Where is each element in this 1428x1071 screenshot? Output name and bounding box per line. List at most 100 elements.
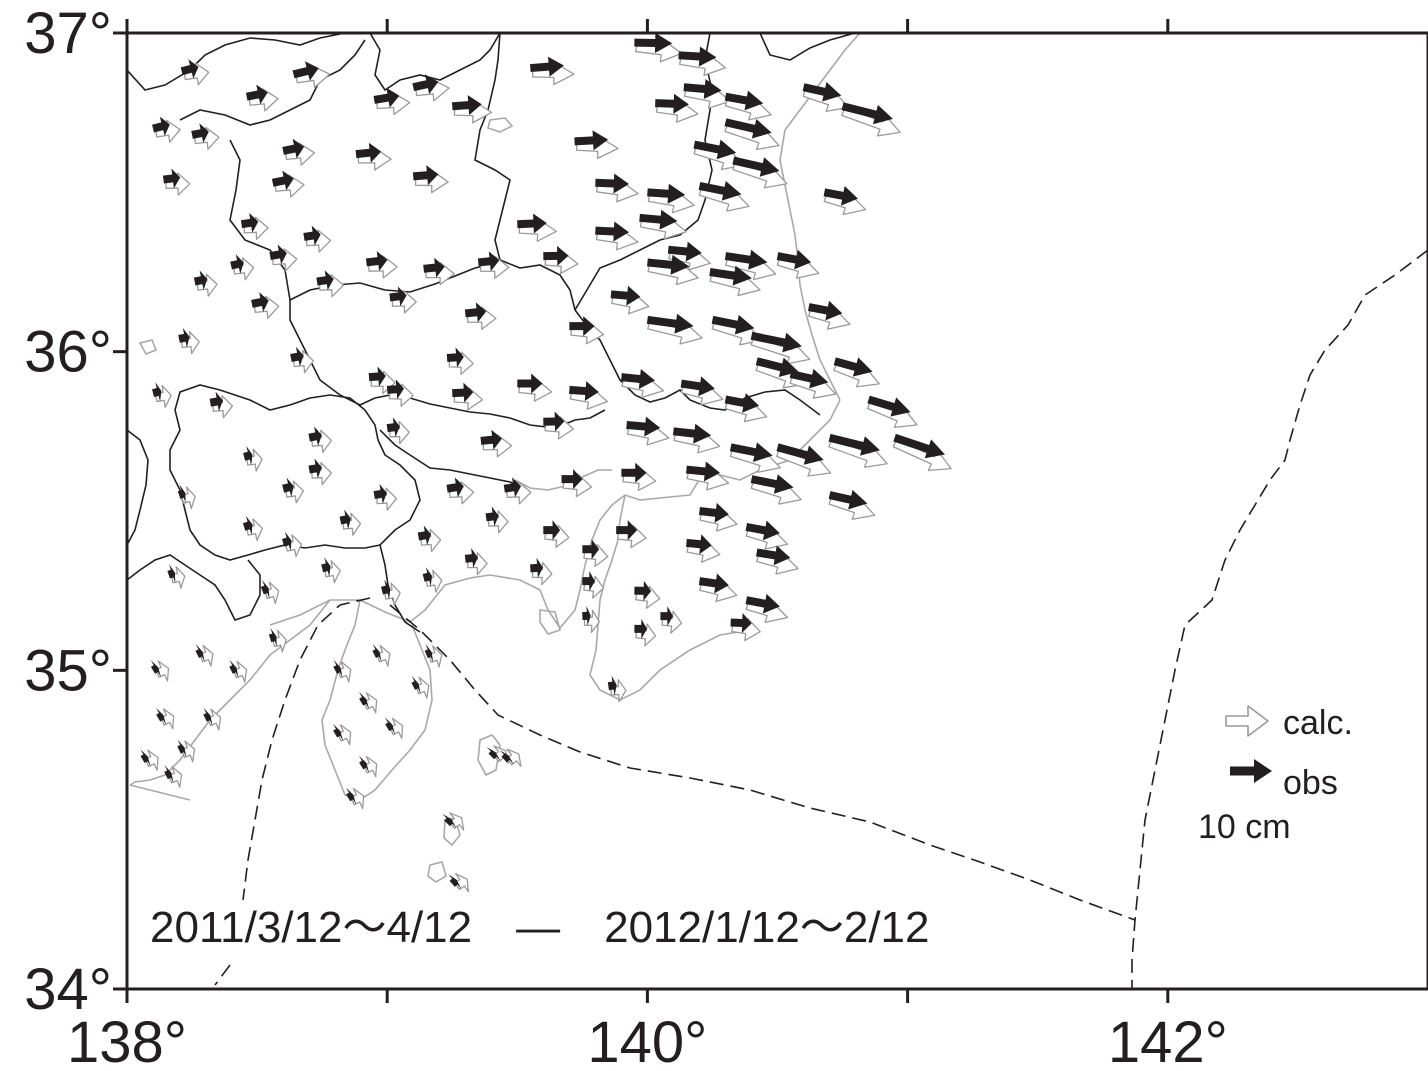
calc-vector-arrow [324,560,341,584]
station-vector [464,302,497,330]
station-vector [530,56,575,86]
obs-vector-arrow [620,369,655,389]
legend-scale-label: 10 cm [1198,808,1291,846]
station-vector [381,579,401,606]
border-tochigi-ibaraki [474,33,576,311]
station-vector [756,545,799,575]
calc-vector-arrow [376,644,391,667]
station-vector [621,462,657,492]
obs-vector-arrow [561,469,583,490]
station-vector [503,477,532,505]
calc-vector-arrow [207,708,222,731]
obs-vector-arrow [543,520,561,541]
station-vector [530,557,553,586]
obs-vector-arrow [412,74,439,94]
obs-vector-arrow [530,56,564,77]
obs-vector-arrow [480,429,502,450]
obs-vector-arrow [634,580,652,601]
obs-vector-arrow [776,443,824,465]
station-vector [177,484,196,510]
station-vector [389,286,417,314]
obs-vector-arrow [446,477,464,498]
station-vector [446,477,475,505]
station-vector [750,474,802,505]
station-vector [251,292,280,319]
calc-vector-arrow [425,569,443,593]
station-vector [451,95,493,124]
station-vector [195,643,214,667]
calc-vector-arrow [181,486,196,510]
calc-vector-arrow [350,787,365,810]
obs-vector-arrow [626,416,661,437]
x-tick-label: 138° [67,1010,187,1071]
obs-vector-arrow [389,286,407,307]
obs-vector-arrow [698,502,729,523]
x-tick-label: 142° [1108,1010,1228,1071]
obs-vector-arrow [582,539,600,560]
calc-vector-arrow [170,566,186,589]
legend: calc. obs 10 cm [1198,704,1353,846]
obs-vector-arrow [711,314,755,335]
station-vector [693,139,745,171]
obs-vector-arrow [373,484,387,504]
obs-vector-arrow [203,707,213,726]
border-gunma-tochigi [369,33,501,92]
x-tick-label: 140° [587,1010,707,1071]
station-vector [411,675,430,699]
obs-vector-arrow [152,382,162,402]
obs-vector-arrow [316,270,334,291]
calc-vector-arrow [154,384,172,408]
obs-vector-arrow [446,347,464,368]
calc-vector-arrow [428,645,443,668]
obs-vector-arrow [647,183,686,204]
obs-vector-arrow [417,525,432,546]
station-vector [569,316,605,345]
obs-vector-arrow [243,445,253,466]
obs-vector-arrow [732,156,780,177]
calc-vector-arrow [285,534,303,558]
obs-vector-arrow [477,251,500,272]
obs-vector-arrow [386,417,400,438]
calc-vector-arrow [246,518,264,542]
station-vector [452,382,484,411]
obs-vector-arrow [667,241,702,262]
station-vector [448,873,470,893]
obs-vector-arrow [776,249,812,270]
obs-vector-arrow [452,382,474,403]
small-island-3 [427,861,447,883]
obs-vector-arrow [164,765,174,783]
station-vector [683,79,732,109]
station-vector [386,379,414,407]
nankai-line [214,964,231,986]
obs-vector-arrow [756,545,791,566]
station-vector [373,87,411,116]
obs-vector-arrow [686,534,712,555]
obs-vector-arrow [290,346,304,367]
calc-vector-arrow [233,660,248,683]
obs-vector-arrow [672,423,712,444]
calc-vector-arrow [448,812,465,831]
station-vector [776,443,832,477]
obs-vector-arrow [595,221,629,242]
station-vector [193,270,218,297]
obs-vector-arrow [167,564,176,584]
obs-vector-arrow [729,442,773,462]
ibaraki-coast [779,33,861,401]
obs-vector-arrow [152,116,170,136]
calc-vector-arrow [181,740,196,763]
calc-vector-arrow [167,765,183,788]
obs-vector-arrow [451,95,482,116]
lake-shoreline [487,117,514,133]
station-vector [582,571,605,599]
legend-calc-label: calc. [1283,704,1353,742]
station-vector [620,369,665,399]
station-vector [260,579,280,605]
calc-vector-arrow [337,724,352,746]
station-vector [282,477,305,504]
station-vector [339,509,362,536]
station-vector [423,257,455,286]
obs-vector-arrow [193,270,208,290]
calc-vector-arrow [383,582,401,606]
station-vector [240,212,269,240]
station-vector [412,165,449,194]
